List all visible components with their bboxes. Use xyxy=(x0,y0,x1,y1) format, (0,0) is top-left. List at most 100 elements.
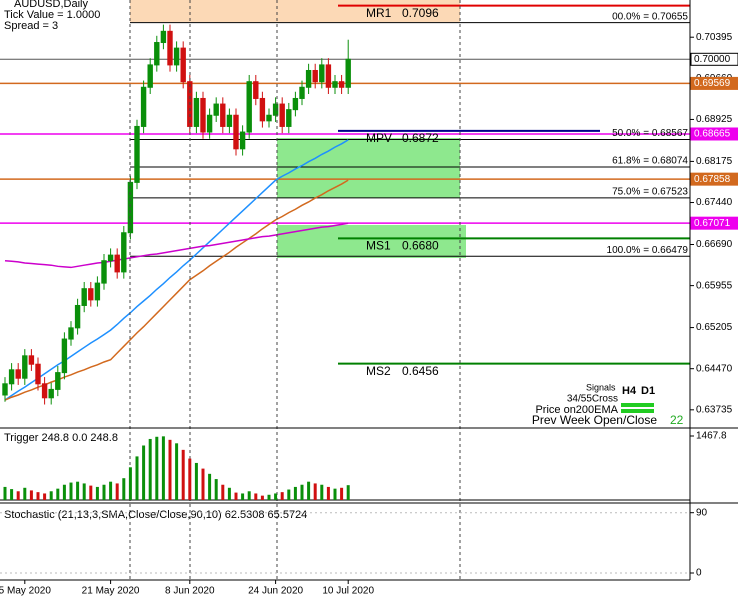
pivot-value: 0.7096 xyxy=(402,6,439,20)
pivot-value: 0.6456 xyxy=(402,364,439,378)
price-box-label: 0.68665 xyxy=(694,129,731,140)
trigger-bar xyxy=(10,489,14,500)
trigger-bar xyxy=(293,486,297,500)
trigger-bar xyxy=(43,493,47,500)
trigger-bar xyxy=(135,456,139,500)
trigger-bar xyxy=(300,484,304,500)
y-tick-label: 0 xyxy=(696,568,702,579)
trigger-bar xyxy=(267,494,271,500)
pivot-value: 0.6872 xyxy=(402,131,439,145)
price-box xyxy=(690,76,738,90)
fib-label: 00.0% = 0.70655 xyxy=(612,11,688,22)
candle-body xyxy=(259,97,266,122)
candle-body xyxy=(121,232,127,273)
price-box xyxy=(690,216,738,230)
y-tick-label: 0.63735 xyxy=(696,404,733,415)
x-tick-label: 21 May 2020 xyxy=(82,586,140,597)
y-tick-label: 0.65205 xyxy=(696,322,733,333)
trigger-bar xyxy=(333,488,337,500)
trigger-bar xyxy=(320,484,324,500)
signals-value: 22 xyxy=(670,413,684,427)
trigger-bar xyxy=(208,473,212,500)
y-tick-label: 0.66690 xyxy=(696,239,733,250)
trigger-bar xyxy=(274,493,278,500)
candle-body xyxy=(266,114,272,122)
y-tick-label: 90 xyxy=(696,507,708,518)
trigger-bar xyxy=(95,486,99,500)
candle-body xyxy=(206,114,213,133)
fib-label: 100.0% = 0.66479 xyxy=(607,245,689,256)
candle-body xyxy=(127,181,134,234)
candle-body xyxy=(88,288,94,301)
candle-body xyxy=(2,383,8,396)
trigger-bar xyxy=(62,484,66,500)
fib-label: 61.8% = 0.68074 xyxy=(612,156,688,167)
y-tick-label: 0.67440 xyxy=(696,197,733,208)
price-box-label: 0.70000 xyxy=(694,54,731,65)
signals-column: D1 xyxy=(641,385,655,397)
price-box xyxy=(690,127,738,141)
trigger-bar xyxy=(36,492,40,500)
candle-body xyxy=(332,81,338,88)
candle-body xyxy=(48,388,54,399)
candle-body xyxy=(154,42,160,66)
signals-title: Signals xyxy=(586,382,616,392)
candle-body xyxy=(35,363,41,385)
signals-row: 34/55Cross xyxy=(567,394,618,405)
candle-body xyxy=(8,369,15,385)
trigger-title: Trigger 248.8 0.0 248.8 xyxy=(4,432,118,444)
pivot-name: MS2 xyxy=(366,364,391,378)
candle-body xyxy=(160,30,167,44)
pivot-value: 0.6680 xyxy=(402,239,439,253)
fib-label: 75.0% = 0.67523 xyxy=(612,187,688,198)
fib-label: 50.0% = 0.68567 xyxy=(612,128,688,139)
candle-body xyxy=(28,355,35,365)
y-tick-label: 0.68925 xyxy=(696,114,733,125)
signals-row: Prev Week Open/Close xyxy=(532,413,657,427)
candle-body xyxy=(74,304,81,329)
candle-body xyxy=(239,131,246,150)
trigger-bar xyxy=(175,443,179,500)
x-tick-label: 24 Jun 2020 xyxy=(248,586,303,597)
candle-body xyxy=(312,69,318,83)
candle-body xyxy=(81,288,87,306)
trigger-bar xyxy=(201,468,205,500)
trigger-bar xyxy=(115,483,119,500)
trigger-bar xyxy=(29,490,33,500)
price-box xyxy=(690,52,738,66)
candle-body xyxy=(173,47,180,66)
trigger-bar xyxy=(307,481,311,500)
stochastic-title: Stochastic (21,13,3,SMA,Close/Close,90,1… xyxy=(4,509,307,521)
trigger-bar xyxy=(168,439,172,500)
candle-body xyxy=(233,114,239,150)
signals-panel: Signals H4 D1 34/55Cross Price on200EMA … xyxy=(532,382,684,427)
trigger-bar xyxy=(122,478,126,500)
trigger-bar xyxy=(254,493,258,500)
candle-body xyxy=(61,338,68,374)
trigger-bar xyxy=(221,484,225,500)
candle-body xyxy=(299,86,305,99)
trigger-bar xyxy=(287,489,291,500)
trigger-bar xyxy=(340,487,344,500)
candle-body xyxy=(226,114,233,127)
trigger-bar xyxy=(241,493,245,500)
signal-indicator xyxy=(621,403,654,407)
candle-body xyxy=(147,64,153,88)
trigger-bar xyxy=(155,436,159,500)
trigger-bar xyxy=(23,487,27,500)
trigger-bar xyxy=(161,436,165,500)
candle-body xyxy=(193,97,200,127)
vertical-dividers xyxy=(129,0,461,580)
candle-body xyxy=(325,64,332,88)
trigger-bar xyxy=(3,486,7,500)
y-tick-label: 0.64470 xyxy=(696,363,733,374)
trigger-bar xyxy=(49,491,53,500)
candle-body xyxy=(101,260,107,284)
price-box-label: 0.67858 xyxy=(694,174,731,185)
x-tick-label: 8 Jun 2020 xyxy=(165,586,215,597)
candle-body xyxy=(167,30,173,66)
pivot-name: MPV xyxy=(366,131,392,145)
moving-average xyxy=(4,222,349,269)
trigger-bar xyxy=(326,486,330,500)
